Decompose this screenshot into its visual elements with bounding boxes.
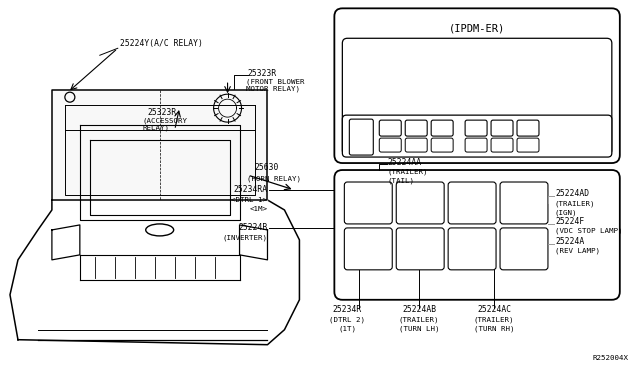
FancyBboxPatch shape: [396, 182, 444, 224]
FancyBboxPatch shape: [448, 182, 496, 224]
FancyBboxPatch shape: [465, 138, 487, 152]
FancyBboxPatch shape: [431, 138, 453, 152]
Text: (TRAILER): (TRAILER): [399, 317, 440, 323]
Bar: [92, 168, 127, 186]
Bar: [68, 100, 88, 116]
Text: 25224F: 25224F: [555, 217, 584, 227]
FancyBboxPatch shape: [517, 120, 539, 136]
Text: (TURN RH): (TURN RH): [474, 326, 515, 332]
Bar: [177, 168, 212, 186]
FancyBboxPatch shape: [448, 228, 496, 270]
FancyBboxPatch shape: [517, 138, 539, 152]
Text: (ACCESSORY
RELAY): (ACCESSORY RELAY): [143, 117, 188, 131]
Bar: [135, 168, 170, 186]
Text: (1T): (1T): [339, 326, 356, 332]
Text: 25323R: 25323R: [248, 69, 276, 78]
FancyBboxPatch shape: [405, 138, 427, 152]
Text: R252004X: R252004X: [593, 355, 628, 361]
Bar: [63, 91, 77, 103]
Text: (TRAILER): (TRAILER): [474, 317, 515, 323]
FancyBboxPatch shape: [342, 38, 612, 155]
Text: 25234R: 25234R: [333, 305, 362, 314]
Text: (TRAILER): (TRAILER): [555, 201, 595, 207]
Text: (HORN RELAY): (HORN RELAY): [246, 176, 301, 182]
Text: 25224B: 25224B: [238, 224, 268, 232]
Text: 25224AD: 25224AD: [555, 189, 589, 199]
Text: 25224Y(A/C RELAY): 25224Y(A/C RELAY): [120, 39, 203, 48]
Text: 25630: 25630: [255, 163, 279, 171]
Text: (DTRL 2): (DTRL 2): [330, 317, 365, 323]
FancyBboxPatch shape: [500, 182, 548, 224]
Bar: [180, 103, 188, 111]
Text: (FRONT BLOWER
MOTOR RELAY): (FRONT BLOWER MOTOR RELAY): [246, 78, 304, 92]
Bar: [92, 143, 127, 165]
FancyBboxPatch shape: [491, 120, 513, 136]
Text: 25234RA: 25234RA: [234, 186, 268, 195]
FancyBboxPatch shape: [465, 120, 487, 136]
FancyBboxPatch shape: [344, 182, 392, 224]
Text: (TRAILER): (TRAILER): [387, 169, 428, 175]
Bar: [234, 93, 262, 115]
FancyBboxPatch shape: [431, 120, 453, 136]
Text: 25323R: 25323R: [148, 108, 177, 117]
Text: (TAIL): (TAIL): [387, 178, 414, 184]
Text: <DTRL 1>: <DTRL 1>: [232, 197, 268, 203]
FancyBboxPatch shape: [500, 228, 548, 270]
Text: (TURN LH): (TURN LH): [399, 326, 440, 332]
FancyBboxPatch shape: [380, 120, 401, 136]
Text: 25224AA: 25224AA: [387, 158, 421, 167]
FancyBboxPatch shape: [334, 170, 620, 300]
Bar: [135, 143, 170, 165]
Bar: [177, 143, 212, 165]
Text: 25224A: 25224A: [555, 237, 584, 246]
Text: (IPDM-ER): (IPDM-ER): [449, 23, 505, 33]
Text: (REV LAMP): (REV LAMP): [555, 248, 600, 254]
Bar: [58, 93, 86, 115]
FancyBboxPatch shape: [396, 228, 444, 270]
FancyBboxPatch shape: [334, 8, 620, 163]
Bar: [175, 100, 203, 118]
Polygon shape: [52, 90, 268, 200]
Text: (IGN): (IGN): [555, 210, 577, 216]
Text: (INVERTER): (INVERTER): [223, 235, 268, 241]
FancyBboxPatch shape: [349, 119, 373, 155]
FancyBboxPatch shape: [342, 115, 612, 157]
Text: 25224AC: 25224AC: [477, 305, 511, 314]
FancyBboxPatch shape: [491, 138, 513, 152]
Bar: [191, 103, 200, 111]
Polygon shape: [10, 200, 300, 345]
Text: 25224AB: 25224AB: [402, 305, 436, 314]
FancyBboxPatch shape: [344, 228, 392, 270]
Text: (VDC STOP LAMP): (VDC STOP LAMP): [555, 228, 623, 234]
Text: <1M>: <1M>: [250, 206, 268, 212]
FancyBboxPatch shape: [405, 120, 427, 136]
FancyBboxPatch shape: [380, 138, 401, 152]
